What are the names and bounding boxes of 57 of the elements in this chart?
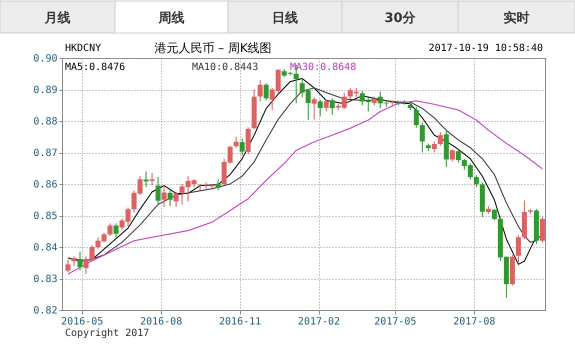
candlestick [456, 148, 461, 164]
candlestick [174, 191, 179, 208]
text: 2017-10-19 10:58:40 [428, 43, 543, 54]
y-tick-label: 0.87 [33, 148, 58, 159]
text: 30分 [384, 11, 417, 26]
candlestick [108, 222, 113, 236]
candlestick [540, 216, 545, 243]
candlestick [156, 176, 161, 204]
candlestick [72, 256, 77, 266]
candlestick [78, 251, 83, 272]
candlestick [318, 99, 323, 117]
candlestick [414, 106, 419, 128]
x-tick-label: 2017-05 [374, 316, 416, 328]
y-tick-label: 0.84 [33, 242, 58, 254]
y-tick-label: 0.89 [33, 85, 58, 96]
candlestick [162, 185, 167, 208]
y-tick-label: 0.90 [33, 54, 58, 64]
chart-title: 港元人民币 – 周K线图 [154, 41, 272, 55]
candlestick [312, 96, 317, 120]
text: 周线 [158, 11, 184, 26]
y-tick-label: 0.88 [33, 116, 58, 128]
candlestick [144, 170, 149, 188]
candlestick [234, 136, 239, 148]
text: 实时 [504, 10, 530, 26]
candlestick [450, 148, 455, 162]
candlestick [240, 138, 245, 156]
x-tick-label: 2016-05 [61, 316, 104, 328]
y-tick-label: 0.86 [33, 180, 58, 190]
candlestick [114, 222, 119, 238]
candlestick [168, 190, 173, 207]
x-tick-label: 2017-02 [298, 316, 340, 328]
candlestick [324, 99, 329, 112]
text: 日线 [272, 11, 298, 26]
x-tick-label: 2016-08 [140, 316, 182, 328]
y-tick-label: 0.85 [33, 211, 58, 222]
candlestick [438, 132, 443, 146]
chart-subtitle: HKDCNY [65, 43, 102, 54]
candlestick [474, 174, 479, 188]
text: Copyright 2017 [65, 328, 150, 339]
candlestick [216, 178, 221, 191]
candlestick [66, 259, 71, 273]
candlestick [516, 234, 521, 263]
text: MA10:0.8443 [192, 62, 258, 73]
candlestick [420, 122, 425, 153]
candlestick [246, 126, 251, 155]
candlestick [492, 208, 497, 221]
candlestick [264, 82, 269, 102]
y-tick-label: 0.82 [33, 306, 58, 316]
x-tick-label: 2017-08 [453, 316, 496, 328]
candlestick [432, 140, 437, 153]
candlestick [258, 80, 263, 102]
candlestick [150, 172, 155, 186]
text: 月线 [44, 11, 70, 26]
text: MA5:0.8476 [65, 62, 126, 73]
x-tick-label: 2016-11 [219, 316, 262, 328]
y-tick-label: 0.83 [33, 274, 58, 285]
candlestick [330, 98, 335, 116]
